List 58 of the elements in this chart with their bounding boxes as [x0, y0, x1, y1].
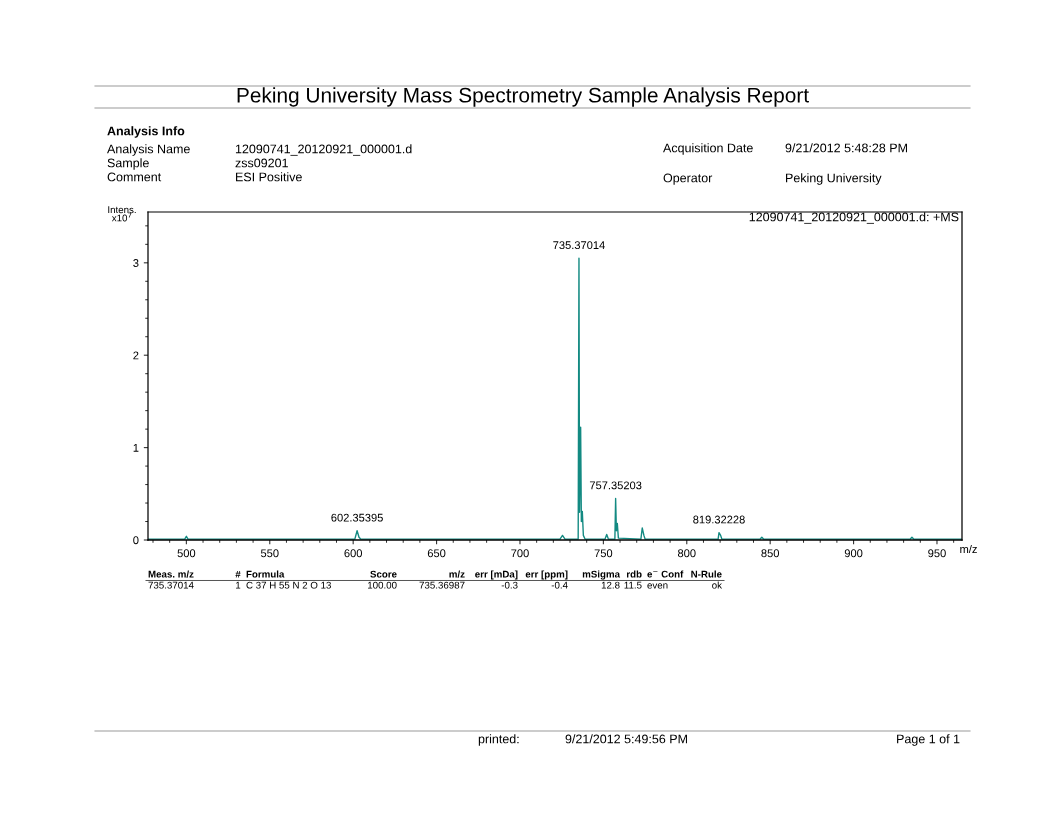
- text: Operator: [663, 173, 713, 185]
- text: 1: [236, 581, 241, 589]
- x-tick-label: 750: [594, 549, 613, 558]
- x-tick-label: 950: [928, 549, 946, 558]
- text: N-Rule: [691, 570, 722, 578]
- text: 12.8: [601, 581, 620, 589]
- y-tick-label: 3: [133, 259, 139, 267]
- x-tick-label: 650: [427, 549, 446, 558]
- text: printed:: [478, 734, 519, 746]
- text: Comment: [107, 172, 162, 182]
- text: -0.4: [551, 581, 568, 589]
- text: m/z: [449, 570, 465, 578]
- text: 100.00: [368, 581, 397, 589]
- text: Acquisition Date: [663, 143, 753, 155]
- text: Formula: [246, 570, 285, 578]
- annotation: 735.37014: [553, 241, 605, 250]
- text: -0.3: [501, 581, 518, 589]
- text: Score: [370, 570, 397, 578]
- text: #: [235, 570, 241, 578]
- text: 9/21/2012 5:48:28 PM: [785, 143, 907, 153]
- text: 12090741_20120921_000001.d: [235, 144, 412, 156]
- text: Analysis Info: [107, 126, 185, 138]
- text: 735.37014: [148, 581, 194, 589]
- x-tick-label: 500: [177, 549, 196, 558]
- y-axis-title: Intens. x10$^{7}$: [108, 206, 136, 222]
- x-tick-label: 550: [260, 549, 279, 558]
- text: err [ppm]: [525, 570, 568, 580]
- x-tick-label: 700: [511, 549, 529, 558]
- chart-title: Peking University Mass Spectrometry Sample Analysis Report: [237, 87, 809, 107]
- y-tick-label: 1: [133, 443, 139, 452]
- x-tick-label: 800: [677, 549, 696, 558]
- text: Analysis Name: [107, 144, 190, 156]
- text: even: [647, 583, 668, 589]
- x-tick-label: 600: [344, 549, 362, 558]
- text: e$^{−}$ Conf: [647, 570, 684, 578]
- text: Meas. m/z: [148, 570, 194, 578]
- text: ESI Positive: [236, 172, 302, 182]
- text: Page 1 of 1: [897, 734, 960, 746]
- text: Peking University: [786, 173, 882, 185]
- annotation: 12090741_20120921_000001.d: +MS: [749, 212, 959, 224]
- y-tick-label: 2: [133, 351, 139, 360]
- text: Sample: [107, 158, 149, 170]
- text: zss09201: [235, 158, 288, 168]
- text: 9/21/2012 5:49:56 PM: [565, 734, 687, 744]
- annotation: 757.35203: [589, 481, 642, 490]
- x-tick-label: 900: [844, 549, 863, 558]
- text: err [mDa]: [475, 570, 518, 580]
- text: 735.36987: [419, 581, 465, 589]
- x-axis-title: m/z: [960, 544, 977, 554]
- annotation: 602.35395: [331, 513, 383, 522]
- text: mSigma: [582, 570, 621, 580]
- text: ok: [712, 581, 723, 589]
- x-tick-label: 850: [761, 549, 780, 558]
- text: 11.5: [624, 581, 642, 589]
- text: rdb: [626, 570, 642, 578]
- annotation: 819.32228: [693, 515, 745, 524]
- y-tick-label: 0: [133, 536, 139, 545]
- text: C 37 H 55 N 2 O 13: [246, 581, 331, 589]
